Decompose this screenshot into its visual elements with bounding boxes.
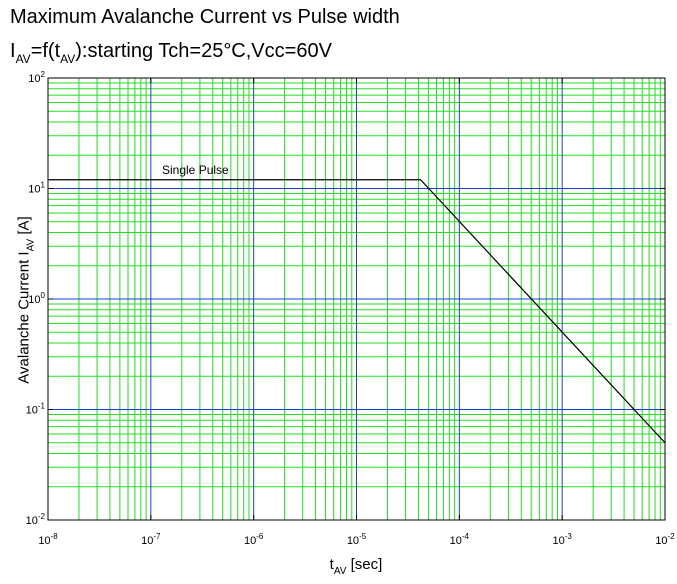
- y-tick-label: 10-1: [26, 402, 46, 417]
- y-axis-label-unit: [A]: [15, 216, 33, 239]
- y-axis-label-main: Avalanche Current I: [15, 251, 33, 384]
- subtitle-prefix: I: [10, 40, 16, 62]
- x-tick-label: 10-2: [655, 532, 675, 547]
- subtitle-sub-2: AV: [60, 52, 76, 66]
- y-axis-label-sub: AV: [25, 238, 37, 252]
- subtitle-suffix: ):starting Tch=25°C,Vcc=60V: [75, 40, 332, 62]
- series-layer: Single Pulse: [48, 163, 666, 444]
- x-tick-label: 10-4: [450, 532, 470, 547]
- subtitle-sub-1: AV: [15, 52, 31, 66]
- x-tick-label: 10-7: [141, 532, 161, 547]
- axis-ticks: [47, 77, 666, 521]
- x-tick-label: 10-5: [347, 532, 367, 547]
- chart-subtitle: IAV=f(tAV):starting Tch=25°C,Vcc=60V: [10, 40, 332, 66]
- y-tick-label: 101: [28, 181, 45, 196]
- x-tick-label: 10-8: [38, 532, 58, 547]
- y-tick-label: 10-2: [26, 512, 46, 527]
- subtitle-mid: =f(t: [30, 40, 61, 62]
- x-tick-label: 10-3: [552, 532, 572, 547]
- x-axis-label-unit: [sec]: [346, 556, 383, 573]
- x-axis-label-main: t: [329, 556, 334, 573]
- y-tick-label: 102: [28, 70, 45, 85]
- x-axis-label-sub: AV: [333, 566, 347, 577]
- y-axis-label: Avalanche Current IAV [A]: [15, 216, 37, 384]
- series-label-single-pulse: Single Pulse: [162, 163, 229, 177]
- y-tick-label: 100: [28, 291, 45, 306]
- tick-labels: 10-8 10-7 10-6 10-5 10-4 10-3 10-2 10-2 10-1 100 1…: [26, 70, 676, 547]
- series-line: [48, 179, 666, 444]
- x-axis-label: tAV [sec]: [329, 556, 383, 577]
- chart-title: Maximum Avalanche Current vs Pulse width: [10, 6, 400, 28]
- x-tick-label: 10-6: [244, 532, 264, 547]
